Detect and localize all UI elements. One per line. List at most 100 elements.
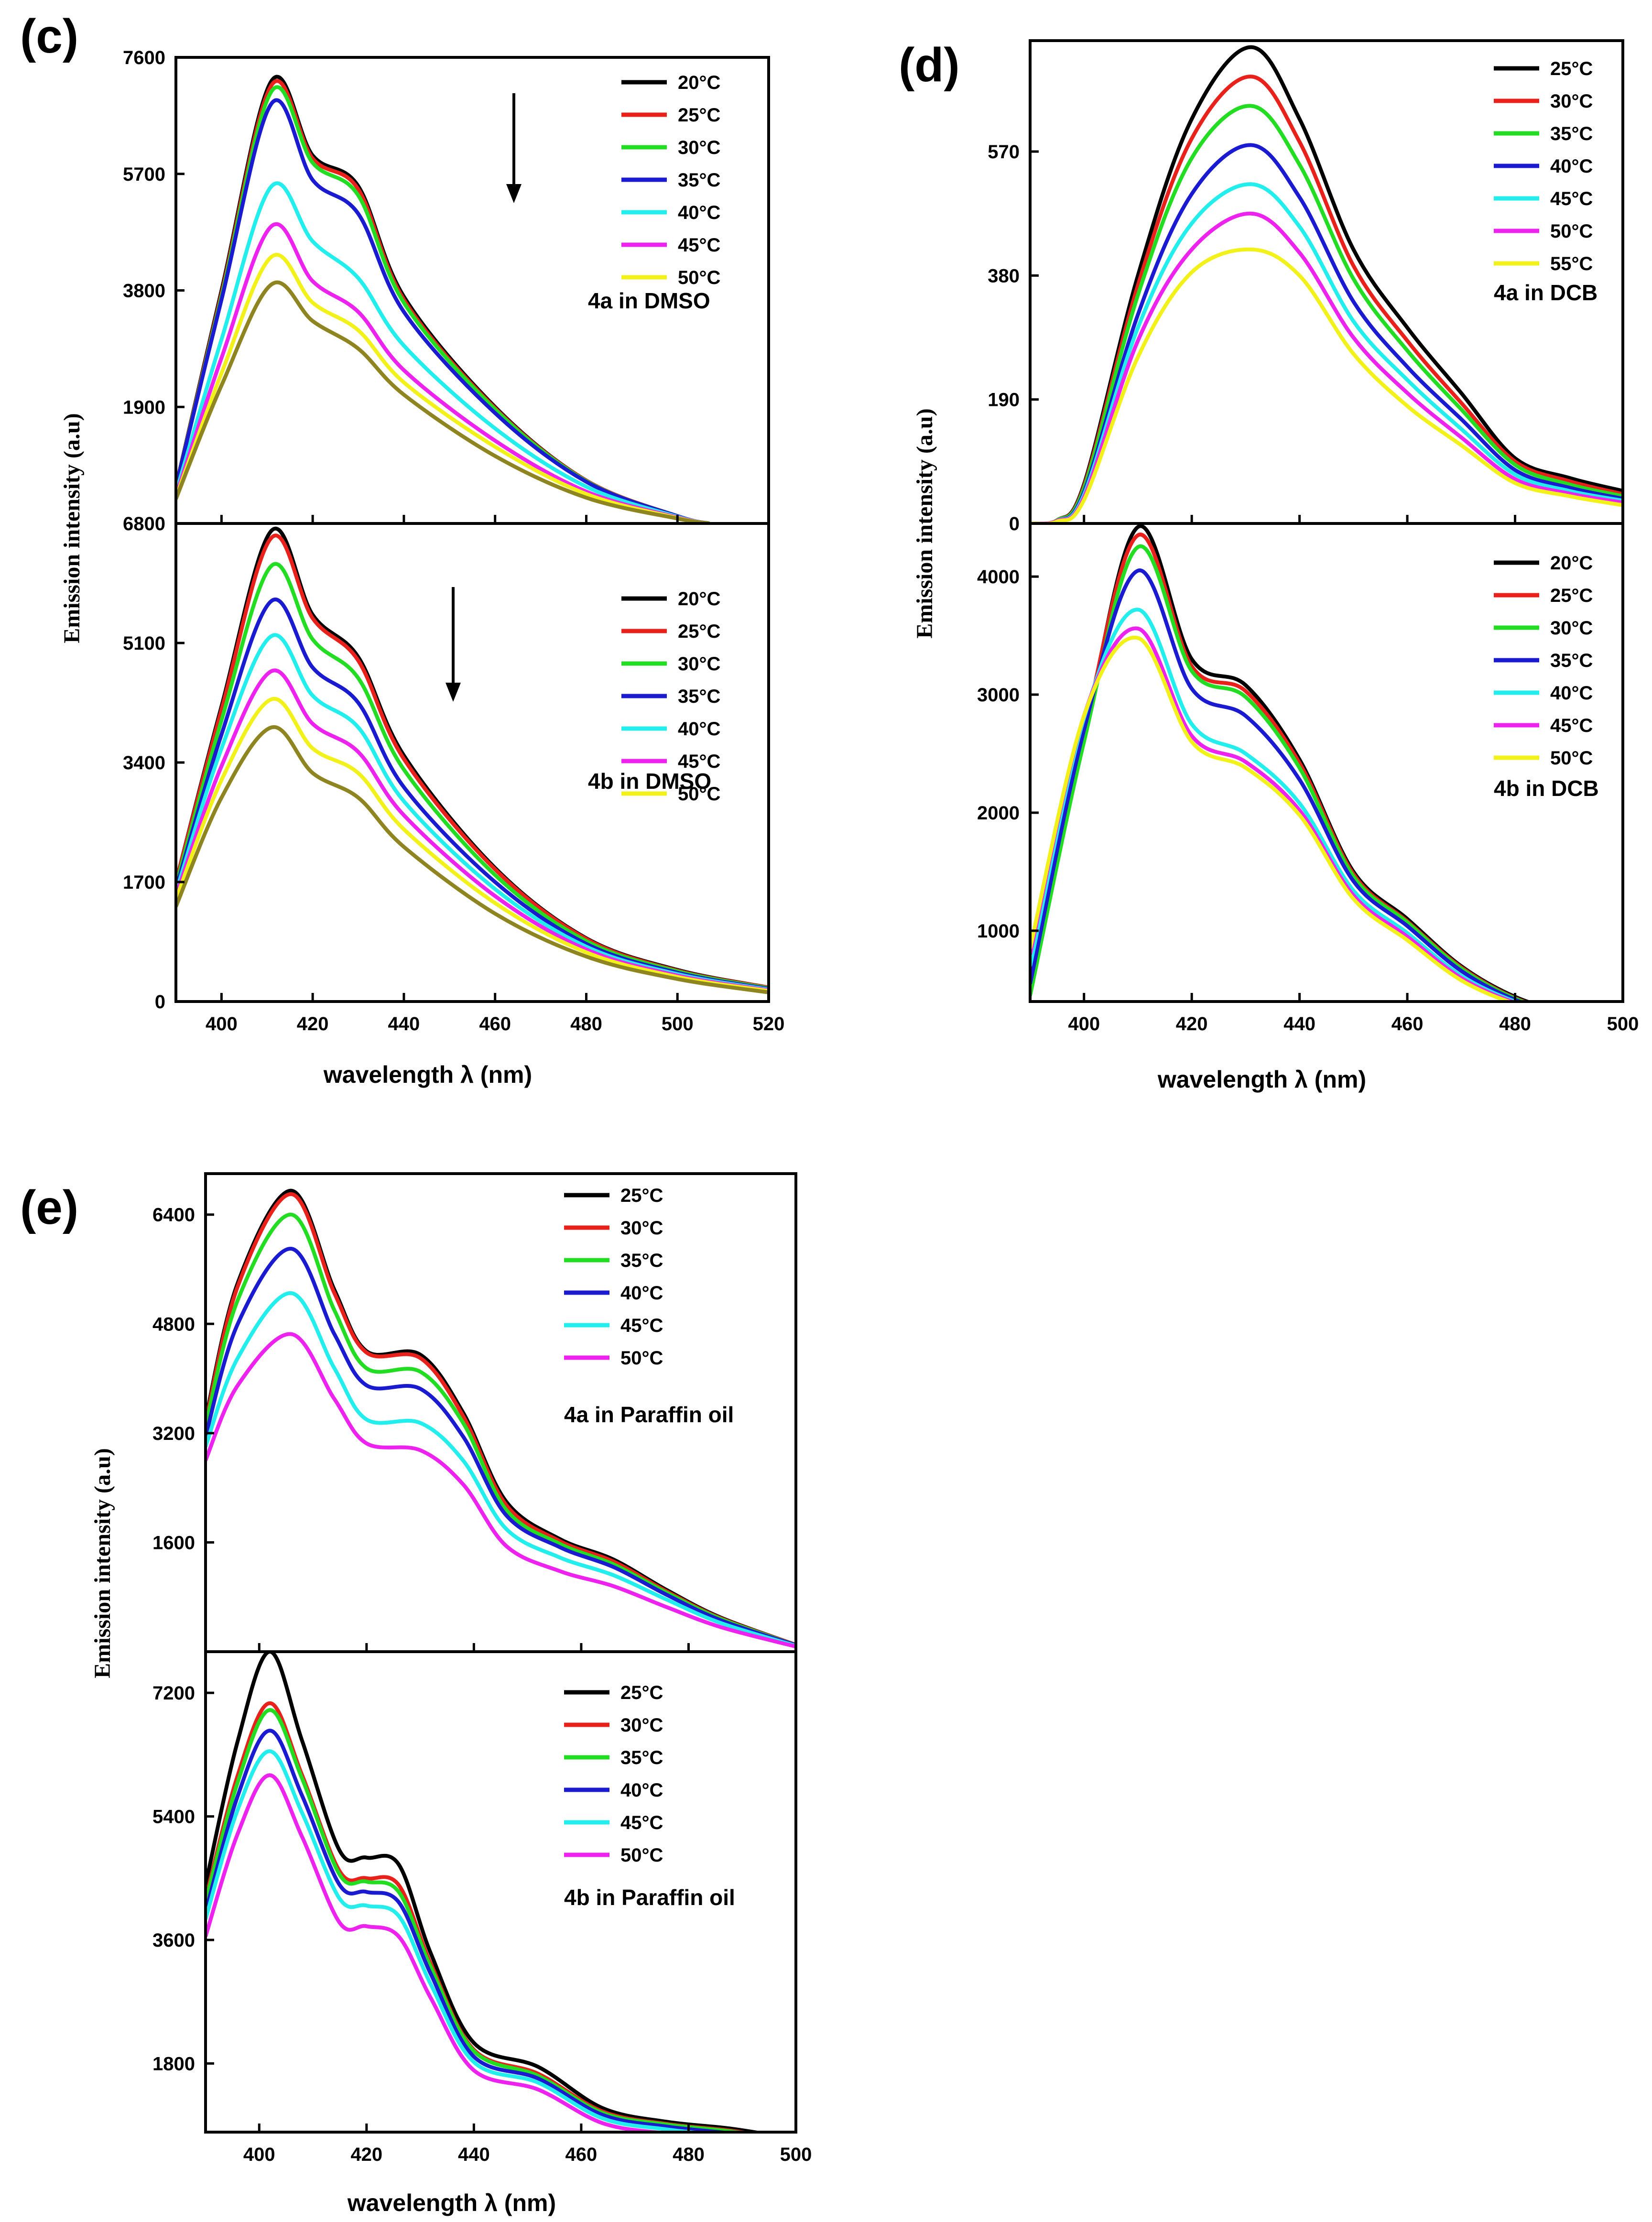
series-line-40C-4 <box>176 181 710 523</box>
series-line-50C-6 <box>176 253 710 523</box>
series-line-25C-0 <box>206 1652 767 2132</box>
y-tick-label: 5700 <box>123 164 165 185</box>
annotation-text: 4b in DCB <box>1494 776 1599 801</box>
y-tick-label: 190 <box>988 390 1020 411</box>
series-line-50C-5 <box>1030 211 1623 523</box>
y-tick-label: 3200 <box>152 1423 195 1444</box>
series-line-50C-6 <box>1030 635 1514 1002</box>
legend-label: 35°C <box>620 1747 663 1768</box>
x-tick-label: 460 <box>565 2144 598 2165</box>
series-line-35C-2 <box>1030 104 1623 523</box>
series-line-35C-2 <box>206 1708 750 2132</box>
x-tick-label: 460 <box>479 1013 511 1035</box>
legend: 25°C 30°C 35°C 40°C 45°C 50°C 55°C <box>1494 58 1593 274</box>
legend: 25°C 30°C 35°C 40°C 45°C 50°C <box>564 1682 663 1866</box>
legend-label: 45°C <box>1550 188 1593 209</box>
y-tick-label: 3400 <box>123 752 165 773</box>
subplot-5: 1600 3200 4800 6400 25°C 30°C 35°C 40°C 45°C 50°C… <box>152 1172 797 1653</box>
legend-label: 45°C <box>620 1812 663 1833</box>
x-tick-label: 440 <box>458 2144 490 2165</box>
x-tick-label: 480 <box>570 1013 602 1035</box>
series-group <box>176 527 769 994</box>
legend-label: 35°C <box>1550 123 1593 144</box>
subplot-4: 400 420 440 460 480 500 1000 2000 3000 4000 20°C 25… <box>977 522 1639 1035</box>
arrow-head <box>446 683 461 702</box>
series-line-extra-7 <box>176 280 710 523</box>
x-tick-label: 420 <box>1176 1013 1208 1035</box>
y-tick-label: 1600 <box>152 1532 195 1553</box>
legend-label: 35°C <box>678 686 720 707</box>
legend-label: 30°C <box>678 654 720 675</box>
x-axis-label-e: wavelength λ (nm) <box>347 2189 556 2216</box>
legend-label: 35°C <box>620 1250 663 1271</box>
y-tick-label: 1900 <box>123 397 165 418</box>
y-tick-label: 5400 <box>152 1807 195 1828</box>
legend-label: 50°C <box>1550 221 1593 242</box>
legend-label: 30°C <box>678 137 720 158</box>
y-tick-label: 2000 <box>977 803 1020 824</box>
series-line-45C-4 <box>206 1749 711 2132</box>
legend: 20°C 25°C 30°C 35°C 40°C 45°C 50°C <box>621 588 720 805</box>
legend-label: 30°C <box>620 1218 663 1239</box>
legend-label: 50°C <box>620 1845 663 1866</box>
annotation-text: 4a in DMSO <box>588 288 710 313</box>
legend-label: 30°C <box>1550 618 1593 639</box>
series-line-40C-3 <box>206 1729 736 2132</box>
legend-label: 25°C <box>620 1185 663 1206</box>
y-tick-label: 3600 <box>152 1930 195 1951</box>
annotation-text: 4a in Paraffin oil <box>564 1402 734 1427</box>
y-tick-label: 6400 <box>152 1205 195 1226</box>
y-tick-label: 1000 <box>977 921 1020 942</box>
x-axis-label-d: wavelength λ (nm) <box>1157 1066 1366 1093</box>
x-tick-label: 520 <box>753 1013 785 1035</box>
legend-label: 30°C <box>1550 91 1593 112</box>
y-tick-label: 0 <box>155 991 165 1013</box>
series-group <box>206 1188 796 1649</box>
x-tick-label: 440 <box>1283 1013 1315 1035</box>
series-line-55C-6 <box>1030 247 1623 523</box>
annotation-text: 4b in DMSO <box>588 769 711 794</box>
legend-label: 45°C <box>678 751 720 772</box>
y-axis-label-e: Emission intensity (a.u) <box>90 1448 115 1678</box>
legend-label: 25°C <box>1550 585 1593 606</box>
x-tick-label: 420 <box>350 2144 382 2165</box>
annotation-text: 4a in DCB <box>1494 280 1598 305</box>
subplot-6: 400 420 440 460 480 500 1800 3600 5400 7200 25°C 30… <box>152 1650 812 2165</box>
legend: 25°C 30°C 35°C 40°C 45°C 50°C <box>564 1185 663 1369</box>
series-line-extra-7 <box>176 725 769 994</box>
legend-label: 20°C <box>1550 553 1593 574</box>
legend-label: 35°C <box>678 170 720 191</box>
y-tick-label: 0 <box>1009 513 1020 534</box>
y-tick-label: 1800 <box>152 2053 195 2074</box>
series-group <box>1030 45 1623 523</box>
annotation-text: 4b in Paraffin oil <box>564 1885 735 1910</box>
series-line-50C-5 <box>206 1332 796 1649</box>
panel-label-e: (e) <box>20 1181 78 1234</box>
x-axis-label-c: wavelength λ (nm) <box>323 1061 532 1088</box>
y-tick-label: 7200 <box>152 1683 195 1704</box>
y-tick-label-bottom: 6800 <box>123 513 165 534</box>
x-tick-label: 500 <box>662 1013 694 1035</box>
subplot-2: 400 420 440 460 480 500 520 0 1700 3400 5100 20°C 25… <box>123 522 785 1035</box>
y-tick-label: 4000 <box>977 566 1020 588</box>
x-tick-label: 500 <box>780 2144 812 2165</box>
legend-label: 45°C <box>1550 715 1593 736</box>
x-tick-label: 440 <box>388 1013 420 1035</box>
series-line-45C-4 <box>206 1291 796 1648</box>
series-line-40C-4 <box>176 633 769 991</box>
x-tick-label: 480 <box>1499 1013 1531 1035</box>
series-line-45C-5 <box>176 222 710 523</box>
legend-label: 40°C <box>620 1283 663 1304</box>
y-tick-label: 1700 <box>123 872 165 893</box>
panel-label-c: (c) <box>20 10 78 63</box>
legend-label: 40°C <box>678 202 720 223</box>
subplot-1: 1900 3800 5700 7600 6800 20°C 25°C 30°C 35°C 40°C… <box>123 47 770 534</box>
x-tick-label: 400 <box>243 2144 275 2165</box>
legend-label: 25°C <box>1550 58 1593 79</box>
panel-label-d: (d) <box>899 38 960 92</box>
legend-label: 50°C <box>678 784 720 805</box>
subplot-3: 0 190 380 570 25°C 30°C 35°C 40°C 45°C 50°C 55°C 4a… <box>988 39 1624 534</box>
x-tick-label: 460 <box>1391 1013 1424 1035</box>
legend-label: 20°C <box>678 72 720 93</box>
